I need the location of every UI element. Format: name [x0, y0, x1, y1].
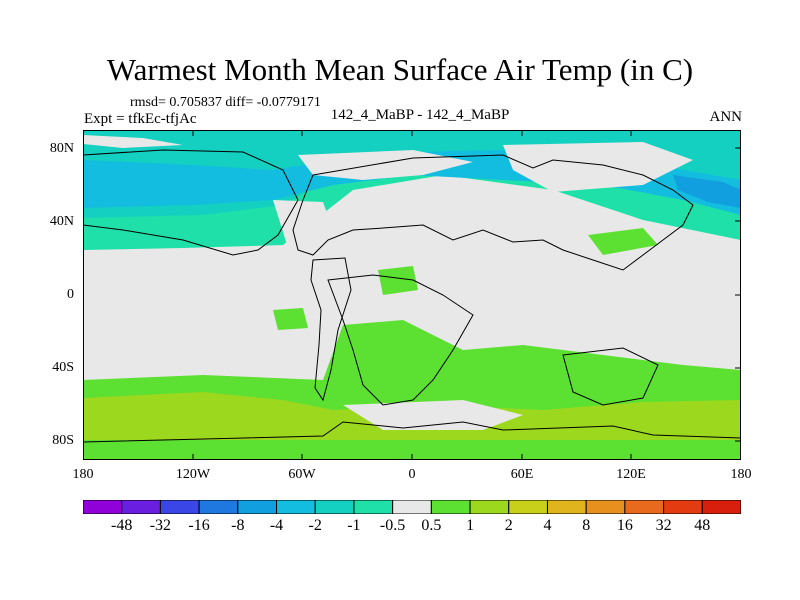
colorbar-swatch: [508, 500, 548, 514]
colorbar-swatch: [624, 500, 665, 514]
continent-outlines: [83, 149, 741, 443]
colorbar-swatch: [430, 500, 471, 514]
colorbar-swatch: [198, 500, 239, 514]
experiment-label: Expt = tfkEc-tfjAc: [84, 111, 197, 127]
lon-label-120e: 120E: [616, 467, 646, 482]
colorbar-swatch: [159, 500, 200, 514]
colorbar-label: 48: [694, 517, 711, 534]
lon-label-0: 0: [408, 467, 416, 482]
lon-label-180e: 180: [730, 467, 752, 482]
rmsd-diff-stats: rmsd= 0.705837 diff= -0.0779171: [130, 95, 321, 110]
colorbar-swatch: [392, 500, 432, 514]
europe-neutral-patch: [273, 200, 333, 255]
south-america-outline: [310, 257, 352, 402]
lat-label-40n: 40N: [49, 214, 74, 229]
lat-label-80n: 80N: [49, 141, 74, 156]
colorbar-swatch: [314, 500, 355, 514]
lon-label-60w: 60W: [288, 467, 316, 482]
africa-outline: [327, 274, 474, 406]
map-plot: [83, 130, 741, 460]
lon-label-60e: 60E: [510, 467, 534, 482]
colorbar-label: 32: [655, 517, 672, 534]
lat-label-80s: 80S: [52, 433, 74, 448]
arctic-neutral-patch-west: [83, 135, 183, 148]
antarctic-neutral-patch: [343, 400, 523, 430]
map-frame: [83, 130, 741, 460]
colorbar-swatch: [701, 500, 741, 514]
colorbar-swatch: [121, 500, 161, 514]
colorbar-label: 16: [616, 517, 633, 534]
colorbar-label: 2: [504, 517, 513, 534]
colorbar-label: 8: [582, 517, 591, 534]
plot-title: Warmest Month Mean Surface Air Temp (in …: [106, 52, 694, 87]
case-comparison-label: 142_4_MaBP - 142_4_MaBP: [330, 107, 510, 123]
colorbar-label: -16: [188, 517, 210, 534]
antarctica-outline: [83, 421, 741, 443]
colorbar-swatch: [469, 500, 510, 514]
colorbar-swatch: [663, 500, 703, 514]
colorbar-label: 4: [543, 517, 552, 534]
colorbar-label: -8: [231, 517, 245, 534]
equatorial-warm-patch-a: [378, 266, 418, 295]
colorbar-swatch: [83, 500, 123, 514]
period-label: ANN: [709, 109, 743, 125]
asia-warm-patch: [588, 228, 658, 255]
australia-outline: [562, 347, 659, 406]
colorbar-label: -1: [347, 517, 361, 534]
antarctic-warm-strip: [83, 440, 741, 460]
eurasia-outline: [292, 154, 694, 271]
colorbar-swatches: [83, 500, 741, 514]
colorbar-swatch: [276, 500, 316, 514]
equatorial-warm-patch-b: [273, 308, 308, 330]
colorbar-swatch: [237, 500, 278, 514]
colorbar-label: -48: [111, 517, 133, 534]
lon-label-180w: 180: [72, 467, 94, 482]
colorbar-swatch: [585, 500, 626, 514]
north-america-outline: [83, 149, 299, 256]
colorbar-label: -4: [269, 517, 284, 534]
arctic-neutral-patch-east: [503, 142, 693, 192]
colorbar-label: -32: [149, 517, 172, 534]
colorbar: [83, 500, 741, 514]
colorbar-swatch: [353, 500, 394, 514]
colorbar-label: 0.5: [421, 517, 442, 534]
lat-label-40s: 40S: [52, 360, 74, 375]
colorbar-label: -0.5: [379, 517, 406, 534]
lat-label-0: 0: [67, 287, 74, 302]
lon-label-120w: 120W: [175, 467, 211, 482]
colorbar-swatch: [546, 500, 587, 514]
colorbar-label: 1: [466, 517, 475, 534]
colorbar-label: -2: [308, 517, 322, 534]
siberia-coolest-patch: [673, 175, 741, 208]
